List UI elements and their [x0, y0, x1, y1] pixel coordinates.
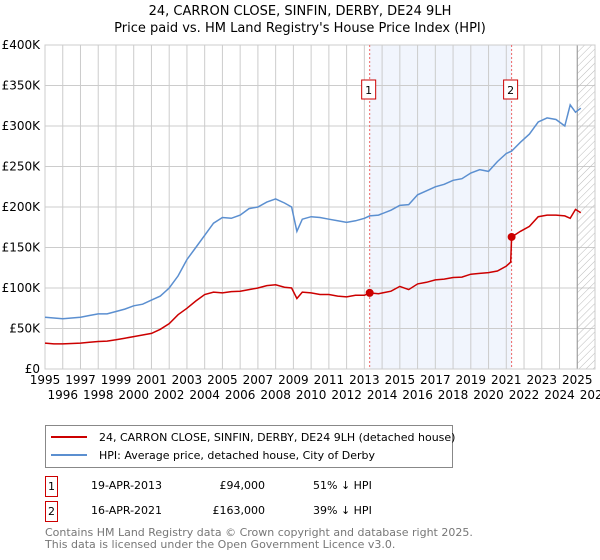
x-tick-label: 2010	[296, 388, 327, 402]
footer: Contains HM Land Registry data © Crown c…	[45, 527, 473, 551]
x-tick-label: 2015	[385, 373, 416, 387]
x-tick-label: 2004	[189, 388, 220, 402]
x-tick-label: 1998	[83, 388, 114, 402]
y-tick-label: £250K	[2, 160, 42, 174]
hpi-line	[44, 103, 582, 320]
y-tick-label: £0	[25, 362, 40, 376]
transaction-number: 1	[45, 476, 58, 497]
x-tick-label: 2011	[314, 373, 345, 387]
sale-point	[365, 288, 374, 297]
x-tick-label: 2003	[172, 373, 203, 387]
x-tick-label: 2014	[367, 388, 398, 402]
x-tick-label: 2008	[260, 388, 291, 402]
legend-label-property: 24, CARRON CLOSE, SINFIN, DERBY, DE24 9L…	[99, 430, 456, 444]
chart-subtitle: Price paid vs. HM Land Registry's House …	[114, 21, 486, 36]
x-tick-label: 2018	[438, 388, 469, 402]
legend-swatch-property	[51, 436, 87, 438]
transaction-price: £163,000	[212, 504, 266, 517]
legend-label-hpi: HPI: Average price, detached house, City…	[99, 448, 376, 462]
transaction-date: 16-APR-2021	[91, 504, 163, 517]
x-tick-label: 2006	[225, 388, 256, 402]
chart-title: 24, CARRON CLOSE, SINFIN, DERBY, DE24 9L…	[148, 4, 452, 19]
chart-plot: 1995199619971998199920002001200220032004…	[2, 38, 600, 402]
x-tick-label: 2019	[456, 373, 487, 387]
sale-marker-box	[361, 79, 377, 100]
x-tick-label: 2009	[278, 373, 309, 387]
footer-line-2: This data is licensed under the Open Gov…	[45, 538, 396, 551]
x-tick-label: 2005	[207, 373, 238, 387]
transaction-date: 19-APR-2013	[91, 479, 163, 492]
plot-border	[44, 44, 596, 370]
transaction-hpi: 51% ↓ HPI	[313, 479, 372, 492]
sale-marker-label: 1	[365, 84, 372, 97]
y-tick-label: £200K	[2, 200, 42, 214]
x-tick-label: 2007	[243, 373, 274, 387]
x-tick-label: 2001	[136, 373, 167, 387]
legend-swatch-hpi	[51, 454, 87, 456]
sale-marker-box	[503, 79, 519, 100]
x-tick-label: 2016	[402, 388, 433, 402]
x-tick-label: 1995	[30, 373, 61, 387]
transaction-hpi: 39% ↓ HPI	[313, 504, 372, 517]
x-tick-label: 1997	[65, 373, 96, 387]
y-tick-label: £50K	[9, 322, 41, 336]
transaction-row: 2 16-APR-2021 £163,000 39% ↓ HPI	[45, 501, 445, 522]
legend: 24, CARRON CLOSE, SINFIN, DERBY, DE24 9L…	[45, 425, 456, 468]
property-price-line	[44, 208, 582, 345]
x-tick-label: 2021	[491, 373, 522, 387]
x-tick-label: 2012	[331, 388, 362, 402]
x-tick-label: 1996	[47, 388, 78, 402]
x-tick-label: 2020	[473, 388, 504, 402]
y-tick-label: £150K	[2, 241, 42, 255]
y-tick-label: £100K	[2, 281, 42, 295]
x-tick-label: 2023	[527, 373, 558, 387]
y-tick-label: £350K	[2, 79, 42, 93]
x-tick-label: 2000	[118, 388, 149, 402]
y-tick-label: £400K	[2, 38, 42, 52]
footer-line-1: Contains HM Land Registry data © Crown c…	[45, 526, 473, 539]
forecast-hatch	[577, 45, 595, 369]
x-tick-label: 2013	[349, 373, 380, 387]
x-tick-label: 2002	[154, 388, 185, 402]
x-tick-label: 1999	[101, 373, 132, 387]
transaction-row: 1 19-APR-2013 £94,000 51% ↓ HPI	[45, 476, 445, 497]
x-tick-label: 2022	[509, 388, 540, 402]
x-tick-label: 2025	[562, 373, 593, 387]
sale-point	[507, 232, 516, 241]
x-tick-label: 2024	[544, 388, 575, 402]
transaction-number: 2	[45, 501, 58, 522]
x-tick-label: 2017	[420, 373, 451, 387]
y-tick-label: £300K	[2, 119, 42, 133]
x-tick-label: 2026	[580, 388, 600, 402]
sale-marker-label: 2	[507, 84, 514, 97]
transaction-price: £94,000	[219, 479, 266, 492]
